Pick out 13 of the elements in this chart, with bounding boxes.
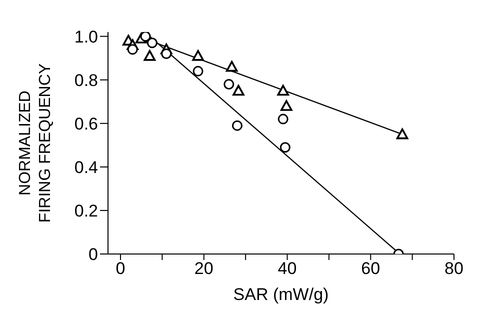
x-tick-label: 80 bbox=[444, 259, 464, 278]
y-tick-label: 0.2 bbox=[74, 202, 98, 221]
x-tick-label: 60 bbox=[361, 259, 380, 278]
x-tick-label: 40 bbox=[278, 259, 297, 278]
y-axis-title: NORMALIZED FIRING FREQUENCY bbox=[17, 63, 54, 223]
y-tick-label: 0.6 bbox=[74, 114, 98, 134]
y-tick-label: 0 bbox=[88, 245, 98, 264]
y-tick-label: 0.4 bbox=[74, 158, 98, 177]
y-tick-label: 0.8 bbox=[74, 70, 98, 90]
x-axis-title: SAR (mW/g) bbox=[233, 285, 329, 304]
y-tick-label: 1.0 bbox=[74, 27, 98, 46]
x-tick-label: 20 bbox=[194, 259, 214, 278]
x-tick-label: 0 bbox=[116, 259, 126, 278]
